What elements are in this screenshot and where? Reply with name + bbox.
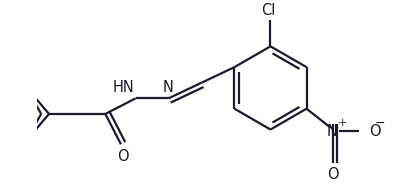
Text: +: + (338, 118, 347, 128)
Text: Cl: Cl (261, 3, 276, 18)
Text: −: − (375, 117, 385, 130)
Text: N: N (327, 124, 338, 139)
Text: O: O (369, 124, 380, 139)
Text: N: N (162, 80, 173, 95)
Text: O: O (327, 167, 338, 182)
Text: HN: HN (112, 80, 134, 95)
Text: O: O (117, 150, 129, 165)
